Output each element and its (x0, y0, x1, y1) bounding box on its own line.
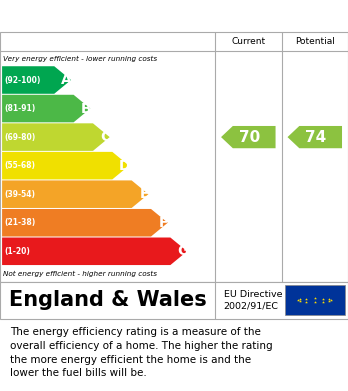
Text: (81-91): (81-91) (4, 104, 35, 113)
Text: D: D (119, 159, 130, 173)
Text: Very energy efficient - lower running costs: Very energy efficient - lower running co… (3, 56, 158, 61)
Polygon shape (2, 95, 90, 122)
Text: England & Wales: England & Wales (9, 290, 206, 310)
Polygon shape (2, 180, 148, 208)
Text: B: B (81, 102, 92, 116)
Text: F: F (159, 216, 168, 230)
Text: The energy efficiency rating is a measure of the
overall efficiency of a home. T: The energy efficiency rating is a measur… (10, 327, 272, 378)
Text: 70: 70 (239, 129, 260, 145)
Text: Energy Efficiency Rating: Energy Efficiency Rating (9, 7, 238, 25)
Text: 74: 74 (305, 129, 326, 145)
Text: (92-100): (92-100) (4, 75, 41, 84)
Text: (39-54): (39-54) (4, 190, 35, 199)
Text: Not energy efficient - higher running costs: Not energy efficient - higher running co… (3, 271, 158, 277)
Polygon shape (2, 123, 110, 151)
FancyBboxPatch shape (285, 285, 345, 315)
Text: G: G (177, 244, 189, 258)
Text: C: C (100, 130, 111, 144)
Text: (69-80): (69-80) (4, 133, 35, 142)
Text: A: A (61, 73, 72, 87)
Polygon shape (2, 237, 187, 265)
Polygon shape (2, 209, 168, 237)
Text: E: E (140, 187, 149, 201)
Text: Current: Current (231, 37, 266, 46)
Text: (55-68): (55-68) (4, 161, 35, 170)
Text: Potential: Potential (295, 37, 335, 46)
Polygon shape (221, 126, 276, 148)
Text: EU Directive
2002/91/EC: EU Directive 2002/91/EC (224, 290, 282, 310)
Text: (21-38): (21-38) (4, 218, 35, 227)
Text: (1-20): (1-20) (4, 247, 30, 256)
Polygon shape (2, 66, 71, 94)
Polygon shape (287, 126, 342, 148)
Polygon shape (2, 152, 129, 179)
